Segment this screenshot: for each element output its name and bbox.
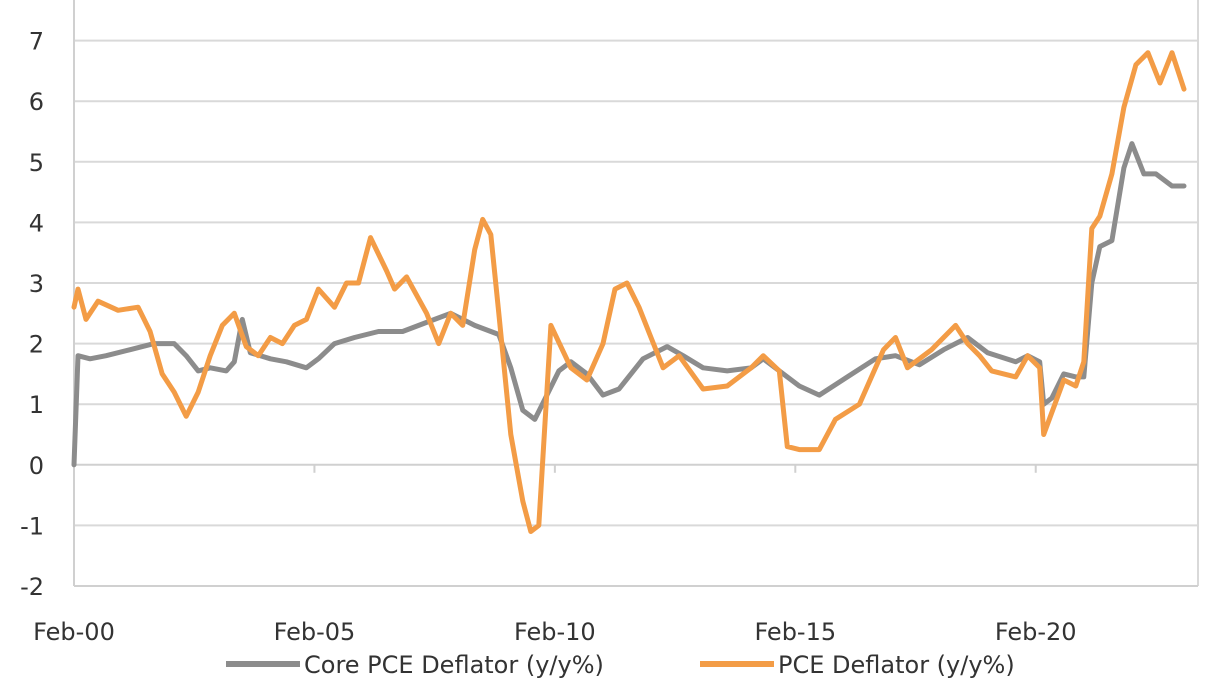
y-tick-label: 2 [29, 331, 44, 359]
legend: Core PCE Deflator (y/y%) PCE Deflator (y/… [226, 651, 1015, 679]
y-tick-label: 3 [29, 270, 44, 298]
y-tick-label: 7 [29, 28, 44, 56]
y-tick-label: -2 [20, 573, 44, 601]
y-tick-label: -1 [20, 512, 44, 540]
x-tick-label: Feb-20 [995, 618, 1077, 646]
x-tick-label: Feb-05 [274, 618, 356, 646]
x-tick-label: Feb-10 [514, 618, 596, 646]
grid-lines [74, 39, 1198, 527]
axes [73, 0, 1199, 587]
y-tick-label: 0 [29, 452, 44, 480]
legend-label: Core PCE Deflator (y/y%) [304, 651, 604, 679]
series-lines [71, 50, 1187, 534]
legend-label: PCE Deflator (y/y%) [778, 651, 1015, 679]
x-tick-label: Feb-00 [33, 618, 115, 646]
y-tick-label: 5 [29, 149, 44, 177]
series-line-pce [71, 50, 1187, 534]
tick-labels: -2 -1 0 1 2 3 4 5 6 7 Feb-00 Feb-05 Feb-10 Feb-15 Feb-… [20, 28, 1077, 646]
y-tick-label: 4 [29, 209, 44, 237]
x-tick-label: Feb-15 [754, 618, 836, 646]
series-line-core-pce [71, 141, 1187, 468]
y-tick-label: 1 [29, 391, 44, 419]
y-tick-label: 6 [29, 88, 44, 116]
